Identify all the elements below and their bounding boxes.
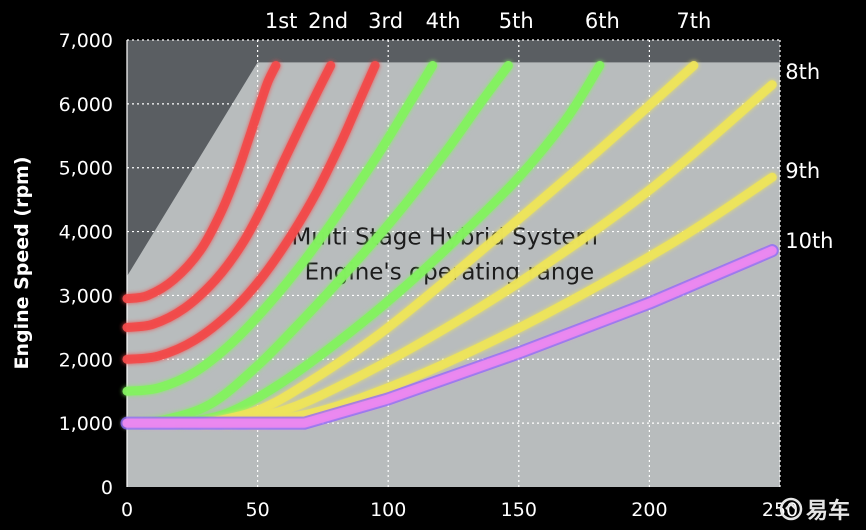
x-tick-label: 0 <box>121 499 133 521</box>
series-line-7th <box>200 61 699 428</box>
y-tick-label: 3,000 <box>59 285 113 307</box>
watermark-logo-icon <box>779 497 803 521</box>
series-line-8th <box>221 80 777 428</box>
gear-label-9th: 9th <box>785 159 820 183</box>
x-axis-ticks: 0 50 100 150 200 250 <box>121 499 798 521</box>
gear-label-2nd: 2nd <box>308 9 348 33</box>
gear-label-6th: 6th <box>585 9 620 33</box>
series-line-4th <box>122 61 438 396</box>
gear-series <box>120 61 779 430</box>
gear-label-1st: 1st <box>265 9 298 33</box>
y-tick-label: 5,000 <box>59 158 113 180</box>
series-line-2nd <box>122 61 336 332</box>
series-line-5th <box>122 61 513 428</box>
y-tick-label: 1,000 <box>59 413 113 435</box>
gear-label-8th: 8th <box>785 60 820 84</box>
y-axis-label: Engine Speed (rpm) <box>11 156 33 369</box>
y-tick-label: 0 <box>101 477 113 499</box>
x-tick-label: 50 <box>246 499 270 521</box>
gear-labels: 1st 2nd 3rd 4th 5th 6th 7th 8th 9th 10th <box>265 9 834 253</box>
x-tick-label: 100 <box>370 499 406 521</box>
watermark-logo-mark <box>785 502 797 510</box>
y-tick-label: 4,000 <box>59 222 113 244</box>
y-tick-label: 7,000 <box>59 30 113 52</box>
watermark: 易车 <box>779 497 850 524</box>
series-line-9th <box>247 172 777 428</box>
gear-label-7th: 7th <box>676 9 711 33</box>
series-line-1st <box>122 61 281 304</box>
gear-label-4th: 4th <box>426 9 461 33</box>
y-tick-label: 2,000 <box>59 349 113 371</box>
series-line-6th <box>174 61 605 428</box>
x-tick-label: 150 <box>501 499 537 521</box>
gear-label-3rd: 3rd <box>368 9 403 33</box>
series-line-10th <box>122 246 777 428</box>
x-tick-label: 200 <box>631 499 667 521</box>
gear-label-10th: 10th <box>785 229 833 253</box>
series-line-3rd <box>122 61 380 364</box>
y-axis-ticks: 0 1,000 2,000 3,000 4,000 5,000 6,000 7,000 <box>59 30 113 499</box>
y-tick-label: 6,000 <box>59 94 113 116</box>
watermark-text: 易车 <box>806 498 850 524</box>
gear-label-5th: 5th <box>499 9 534 33</box>
